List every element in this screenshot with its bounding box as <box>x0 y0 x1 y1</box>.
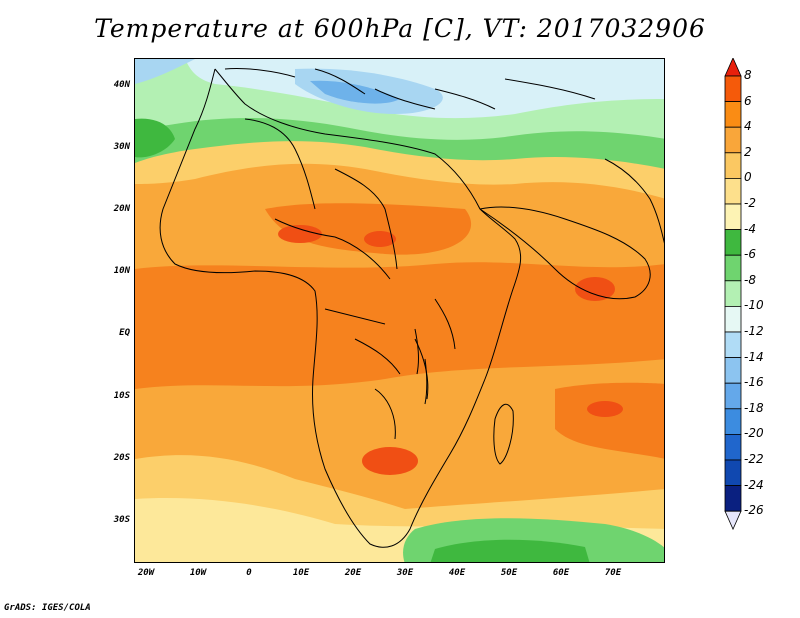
colorbar-label: -8 <box>744 272 756 287</box>
colorbar-label: -18 <box>744 400 764 415</box>
rift-lakes <box>414 328 428 405</box>
x-tick-0: 0 <box>246 568 252 578</box>
x-tick-20w: 20W <box>137 568 155 578</box>
cold-core-mediterranean <box>310 80 400 104</box>
credit-text: GrADS: IGES/COLA <box>4 603 91 613</box>
colorbar-label: -14 <box>744 349 764 364</box>
x-tick-70e: 70E <box>604 568 622 578</box>
colorbar-label: 8 <box>744 68 752 82</box>
y-tick-20s: 20S <box>113 453 130 463</box>
hot-spot-sahel-west <box>278 225 322 243</box>
colorbar-box <box>724 433 742 461</box>
colorbar-box <box>724 485 742 512</box>
x-tick-30e: 30E <box>396 568 414 578</box>
colorbar-box <box>724 75 742 103</box>
colorbar-label: -24 <box>744 477 764 492</box>
colorbar-label: -22 <box>744 452 764 466</box>
colorbar-label: 4 <box>744 119 752 134</box>
colorbar-box <box>724 305 742 333</box>
temperature-map <box>135 59 664 562</box>
colorbar-box <box>724 229 742 256</box>
colorbar-label: 0 <box>744 170 752 185</box>
arabia-outline <box>479 206 651 300</box>
hot-spot-sahel-east <box>364 231 396 247</box>
cool-core-south-ocean <box>430 539 590 562</box>
colorbar <box>724 58 742 531</box>
warm-band-sahel <box>265 203 472 255</box>
hot-spot-indian-ocean <box>587 401 623 417</box>
colorbar-box <box>724 203 742 231</box>
hot-spot-southern-africa <box>362 447 418 475</box>
colorbar-label: -12 <box>744 324 764 338</box>
x-tick-40e: 40E <box>448 568 466 578</box>
colorbar-label: -10 <box>744 298 764 313</box>
hot-spot-arabian-sea <box>575 277 615 301</box>
colorbar-label: 6 <box>744 93 752 108</box>
map-plot-area <box>134 58 665 563</box>
x-tick-50e: 50E <box>500 568 518 578</box>
y-tick-20n: 20N <box>113 204 130 214</box>
coastlines <box>159 68 664 548</box>
colorbar-box <box>724 152 742 179</box>
y-tick-eq: EQ <box>119 328 130 338</box>
colorbar-box <box>724 331 742 359</box>
colorbar-label: -2 <box>744 196 756 210</box>
colorbar-box <box>724 254 742 282</box>
colorbar-bottom-triangle <box>724 510 742 531</box>
colorbar-label: -26 <box>744 503 764 518</box>
colorbar-box <box>724 178 742 205</box>
colorbar-label: -16 <box>744 375 764 390</box>
colorbar-box <box>724 280 742 307</box>
x-tick-10w: 10W <box>189 568 207 578</box>
y-tick-30s: 30S <box>113 515 130 525</box>
colorbar-box <box>724 126 742 154</box>
y-tick-40n: 40N <box>113 80 130 90</box>
colorbar-box <box>724 101 742 128</box>
y-tick-10s: 10S <box>113 391 130 401</box>
colorbar-box <box>724 408 742 435</box>
colorbar-label: 2 <box>744 144 752 159</box>
colorbar-label: -4 <box>744 221 756 236</box>
warm-patch-indian-ocean <box>555 382 664 459</box>
madagascar-outline <box>493 403 514 465</box>
colorbar-box <box>724 459 742 487</box>
y-tick-30n: 30N <box>113 142 130 152</box>
warm-band-equator <box>135 262 664 389</box>
map-title: Temperature at 600hPa [C], VT: 201703290… <box>94 14 706 43</box>
cold-patch-atlantic <box>135 59 195 84</box>
colorbar-box <box>724 357 742 384</box>
india-coast <box>604 158 664 244</box>
colorbar-label: -6 <box>744 247 756 262</box>
y-tick-10n: 10N <box>113 266 130 276</box>
cool-patch-atlantic <box>135 118 175 158</box>
colorbar-box <box>724 382 742 410</box>
x-tick-60e: 60E <box>552 568 570 578</box>
x-tick-20e: 20E <box>344 568 362 578</box>
africa-outline <box>159 68 522 548</box>
europe-coast <box>224 68 596 110</box>
colorbar-top-triangle <box>724 58 742 77</box>
colorbar-label: -20 <box>744 426 764 441</box>
x-tick-10e: 10E <box>292 568 310 578</box>
